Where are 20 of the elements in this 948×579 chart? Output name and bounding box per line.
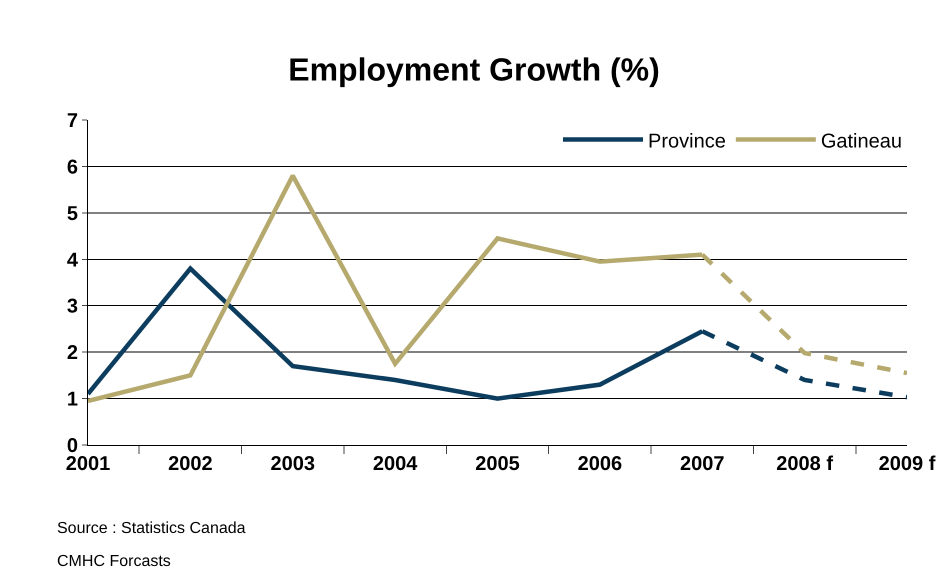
x-tick-label: 2005	[475, 453, 520, 475]
x-tick-label: 2007	[680, 453, 724, 475]
y-tick-label: 4	[66, 249, 79, 272]
text: CMHC Forcasts	[57, 553, 171, 570]
x-tick-label: 2003	[270, 453, 315, 475]
legend-label: Gatineau	[820, 130, 902, 152]
y-tick-label: 6	[66, 156, 78, 178]
source-note: Source : Statistics Canada	[57, 520, 246, 537]
x-tick-label: 2009 f	[878, 453, 936, 475]
y-tick-label: 3	[66, 296, 78, 318]
y-tick-label: 2	[66, 342, 78, 364]
x-tick-label: 2004	[372, 453, 418, 475]
legend-label: Province	[648, 130, 726, 152]
x-tick-label: 2002	[168, 453, 213, 475]
chart-title: Employment Growth (%)	[288, 52, 660, 88]
x-tick-label: 2006	[578, 453, 622, 475]
y-tick-label: 1	[66, 388, 78, 411]
y-tick-label: 5	[66, 202, 78, 225]
x-tick-label: 2008 f	[776, 453, 834, 475]
y-tick-label: 7	[66, 110, 78, 132]
